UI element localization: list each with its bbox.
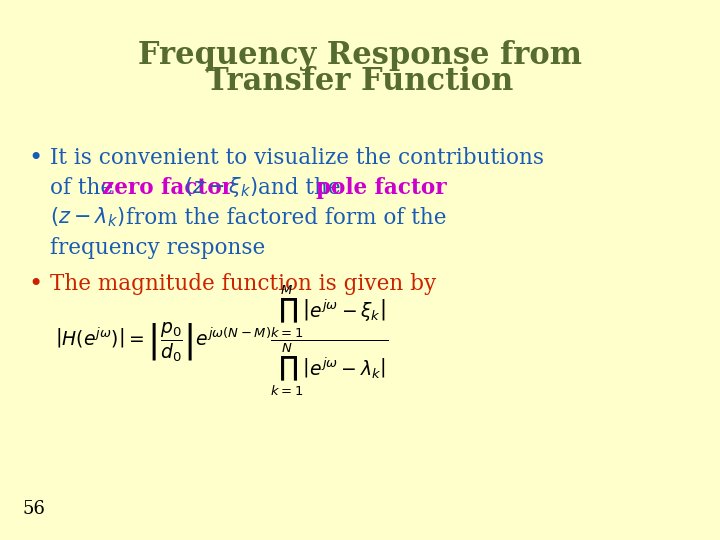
Text: •: • [28, 147, 42, 170]
Text: $(z-\xi_k)$: $(z-\xi_k)$ [184, 175, 258, 199]
Text: pole factor: pole factor [316, 177, 446, 199]
Text: Frequency Response from: Frequency Response from [138, 40, 582, 71]
Text: $\left|H(e^{j\omega})\right| = \left|\dfrac{p_0}{d_0}\right| e^{j\omega(N-M)} \d: $\left|H(e^{j\omega})\right| = \left|\df… [55, 284, 388, 399]
Text: from the factored form of the: from the factored form of the [126, 207, 446, 229]
Text: $(z-\lambda_k)$: $(z-\lambda_k)$ [50, 205, 125, 228]
Text: The magnitude function is given by: The magnitude function is given by [50, 273, 436, 295]
Text: frequency response: frequency response [50, 237, 265, 259]
Text: zero factor: zero factor [102, 177, 233, 199]
Text: 56: 56 [22, 500, 45, 518]
Text: •: • [28, 273, 42, 296]
Text: of the: of the [50, 177, 120, 199]
Text: It is convenient to visualize the contributions: It is convenient to visualize the contri… [50, 147, 544, 169]
Text: and the: and the [258, 177, 341, 199]
Text: Transfer Function: Transfer Function [207, 66, 513, 97]
